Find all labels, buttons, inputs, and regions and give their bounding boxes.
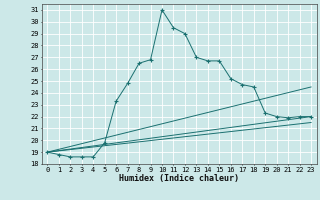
X-axis label: Humidex (Indice chaleur): Humidex (Indice chaleur) — [119, 174, 239, 183]
